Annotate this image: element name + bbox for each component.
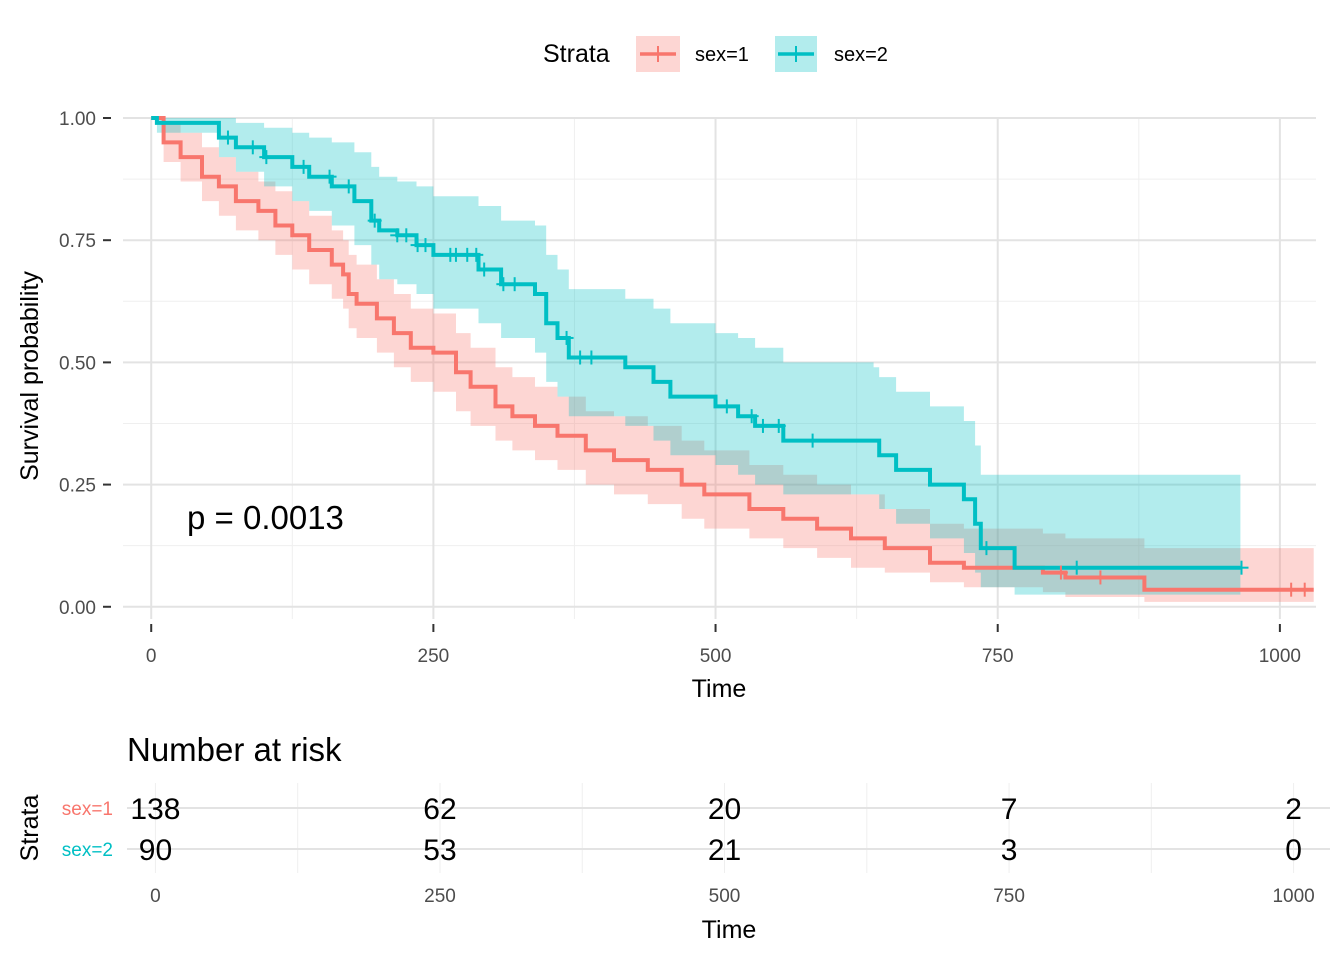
- y-axis: 0.00 0.25 0.50 0.75 1.00: [59, 109, 111, 619]
- survival-plot: 0.00 0.25 0.50 0.75 1.00 0 250 500 750 1000 Time…: [16, 109, 1316, 703]
- censor-mark: [1297, 582, 1312, 597]
- risk-cell: 21: [708, 834, 741, 867]
- censor-mark: [367, 213, 382, 228]
- legend-key-sex-1: sex=1: [636, 36, 749, 72]
- y-tick-label: 0.75: [59, 231, 96, 252]
- censor-mark: [296, 159, 311, 174]
- censor-mark: [259, 150, 274, 165]
- risk-cell: 62: [423, 793, 456, 826]
- censor-mark: [755, 418, 770, 433]
- censor-mark: [1234, 560, 1249, 575]
- risk-row-label: sex=2: [62, 840, 113, 861]
- y-axis-label: Survival probability: [16, 271, 44, 481]
- censor-mark: [418, 238, 433, 253]
- confidence-bands: [151, 118, 1314, 602]
- risk-table-x-axis-label: Time: [702, 916, 757, 944]
- risk-x-tick-label: 750: [993, 886, 1025, 907]
- censor-mark: [719, 399, 734, 414]
- survival-curves: [151, 116, 1314, 592]
- censor-mark: [744, 409, 759, 424]
- legend-item-label: sex=2: [834, 44, 888, 66]
- ci-band-sex-2: [151, 118, 1241, 595]
- censor-mark: [220, 130, 235, 145]
- y-tick-label: 0.50: [59, 353, 96, 374]
- legend-key-sex-2: sex=2: [775, 36, 888, 72]
- x-tick-label: 250: [418, 646, 450, 667]
- risk-table-gridlines: [127, 783, 1330, 873]
- x-tick-label: 750: [982, 646, 1014, 667]
- y-tick-label: 0.25: [59, 476, 96, 497]
- risk-cell: 20: [708, 793, 741, 826]
- risk-cell: 7: [1001, 793, 1018, 826]
- risk-cell: 90: [139, 834, 172, 867]
- censor-mark: [1053, 565, 1068, 580]
- censor-mark: [507, 277, 522, 292]
- censor-marks: [220, 130, 1312, 597]
- x-axis-label: Time: [692, 675, 747, 703]
- censor-mark: [399, 228, 414, 243]
- censor-mark: [477, 262, 492, 277]
- censor-mark: [469, 247, 484, 262]
- risk-x-tick-label: 250: [424, 886, 456, 907]
- risk-cell: 3: [1001, 834, 1018, 867]
- survival-curve-sex-2: [151, 116, 1241, 570]
- censor-mark: [341, 179, 356, 194]
- censor-mark: [1093, 570, 1108, 585]
- ci-band-sex-1: [151, 118, 1314, 602]
- p-value-annotation: p = 0.0013: [187, 499, 344, 536]
- censor-mark: [1069, 560, 1084, 575]
- y-tick-label: 0.00: [59, 598, 96, 619]
- x-tick-label: 1000: [1259, 646, 1301, 667]
- risk-x-tick-label: 500: [709, 886, 741, 907]
- risk-cell: 53: [423, 834, 456, 867]
- y-tick-label: 1.00: [59, 109, 96, 130]
- risk-row-label: sex=1: [62, 799, 113, 820]
- censor-mark: [771, 418, 786, 433]
- legend-item-label: sex=1: [695, 44, 749, 66]
- x-tick-label: 500: [700, 646, 732, 667]
- risk-table-title: Number at risk: [127, 731, 342, 768]
- censor-mark: [559, 330, 574, 345]
- risk-x-tick-label: 0: [150, 886, 161, 907]
- risk-table-y-axis-label: Strata: [16, 795, 44, 862]
- censor-mark: [1284, 582, 1299, 597]
- risk-cell: 0: [1285, 834, 1302, 867]
- risk-cell: 2: [1285, 793, 1302, 826]
- censor-mark: [979, 541, 994, 556]
- legend-title: Strata: [543, 40, 610, 68]
- risk-cell: 138: [130, 793, 180, 826]
- censor-mark: [805, 433, 820, 448]
- survival-curve-sex-1: [151, 116, 1314, 592]
- risk-table-x-axis: 0 250 500 750 1000: [150, 886, 1315, 907]
- x-axis: 0 250 500 750 1000: [146, 624, 1301, 667]
- risk-table-rows: sex=1 138 62 20 7 2 sex=2 90 53 21 3 0: [62, 793, 1302, 867]
- x-tick-label: 0: [146, 646, 157, 667]
- risk-x-tick-label: 1000: [1272, 886, 1314, 907]
- risk-table: Number at risk sex=1 138 62 20 7 2 sex=2 90 53 21…: [16, 731, 1330, 944]
- gridlines: [123, 117, 1316, 619]
- legend: Strata sex=1 sex=2: [543, 36, 888, 72]
- censor-mark: [584, 350, 599, 365]
- censor-mark: [322, 169, 337, 184]
- censor-mark: [245, 140, 260, 155]
